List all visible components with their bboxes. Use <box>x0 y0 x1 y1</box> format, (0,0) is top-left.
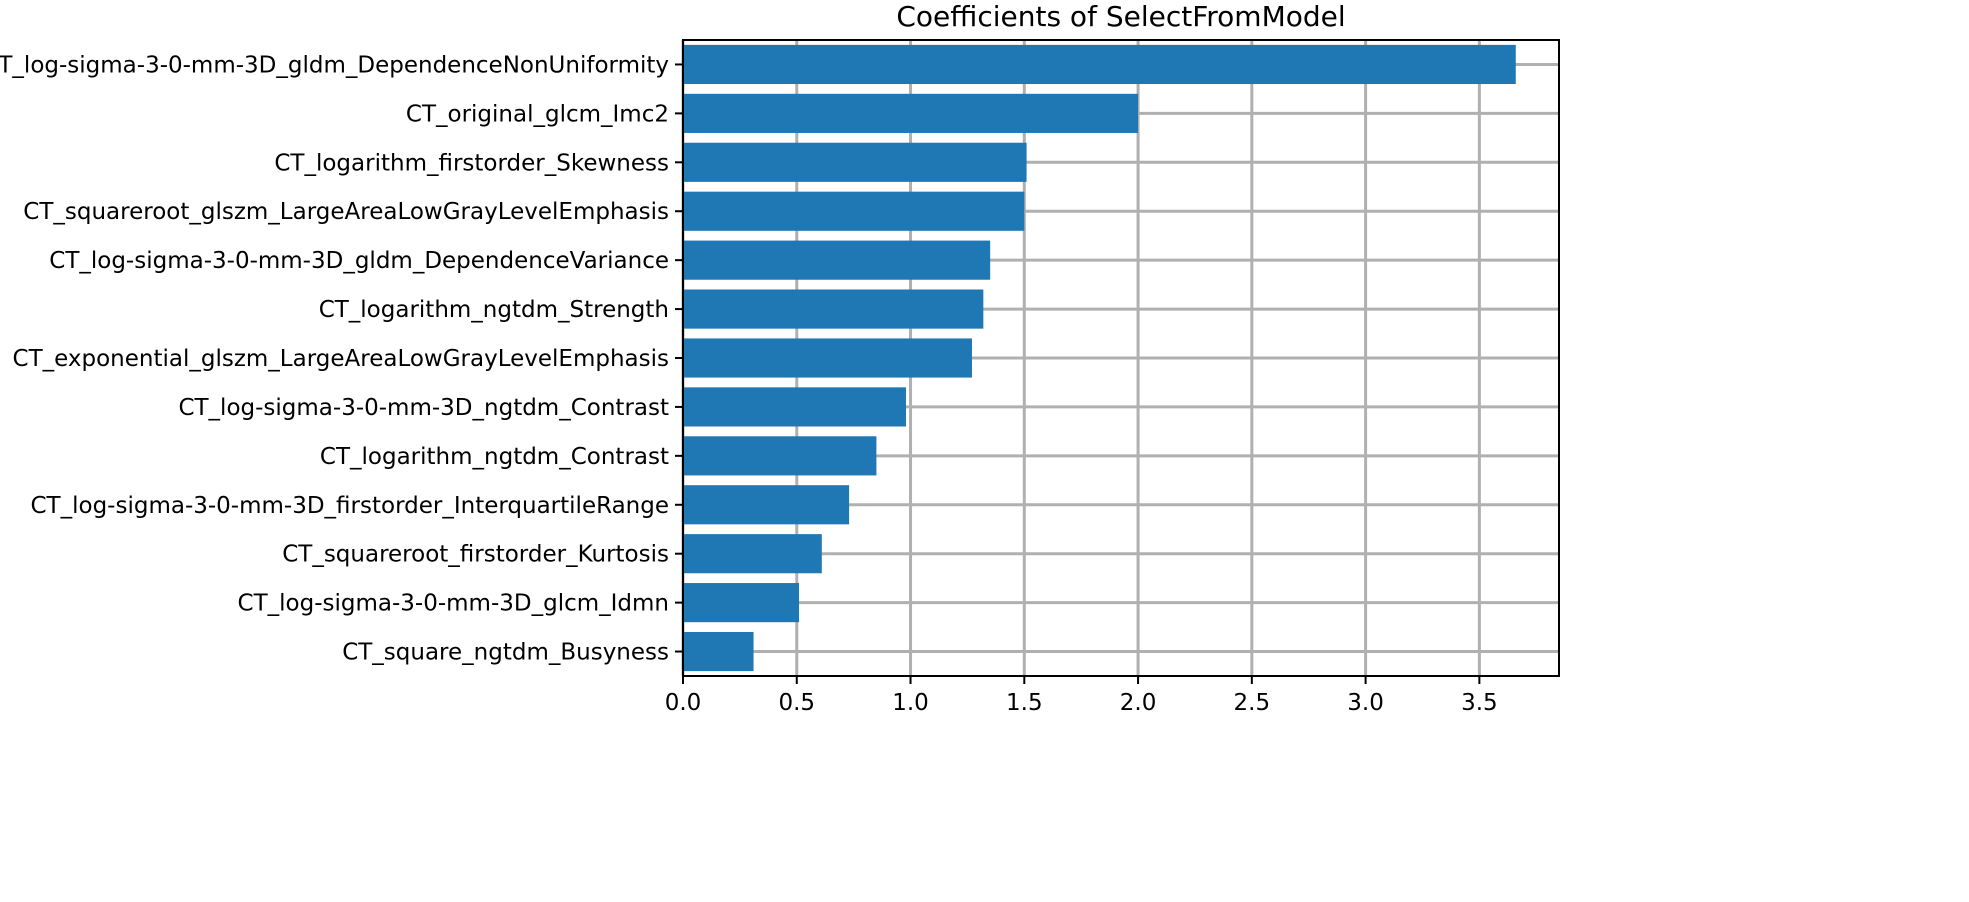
category-label: CT_squareroot_firstorder_Kurtosis <box>282 542 669 568</box>
chart-title: Coefficients of SelectFromModel <box>896 0 1345 33</box>
x-tick-label: 1.0 <box>892 690 929 716</box>
bar <box>683 387 906 427</box>
bar <box>683 338 972 378</box>
x-tick-label: 3.5 <box>1461 690 1498 716</box>
x-tick-label: 0.5 <box>778 690 815 716</box>
x-tick-label: 1.5 <box>1006 690 1043 716</box>
category-label: CT_log-sigma-3-0-mm-3D_ngtdm_Contrast <box>178 395 669 421</box>
bar <box>683 534 822 574</box>
category-label: CT_exponential_glszm_LargeAreaLowGrayLev… <box>13 346 669 372</box>
category-label: CT_squareroot_glszm_LargeAreaLowGrayLeve… <box>23 199 669 225</box>
category-label: CT_log-sigma-3-0-mm-3D_gldm_DependenceVa… <box>49 248 669 274</box>
category-label: CT_log-sigma-3-0-mm-3D_gldm_DependenceNo… <box>0 52 669 78</box>
bar <box>683 583 800 623</box>
category-label: CT_square_ngtdm_Busyness <box>342 640 669 666</box>
x-tick-label: 3.0 <box>1347 690 1384 716</box>
bar <box>683 240 991 280</box>
bar <box>683 191 1025 231</box>
x-tick-label: 2.5 <box>1234 690 1271 716</box>
x-tick-label: 2.0 <box>1120 690 1157 716</box>
plot-frame <box>682 39 1560 677</box>
bar <box>683 436 877 476</box>
category-label: CT_logarithm_ngtdm_Contrast <box>320 444 669 470</box>
bar <box>683 44 1516 85</box>
bar <box>683 142 1027 182</box>
category-label: CT_logarithm_ngtdm_Strength <box>319 297 669 323</box>
category-label: CT_log-sigma-3-0-mm-3D_firstorder_Interq… <box>31 493 670 519</box>
bars <box>683 44 1516 672</box>
category-label: CT_log-sigma-3-0-mm-3D_glcm_Idmn <box>238 591 669 617</box>
category-label: CT_logarithm_firstorder_Skewness <box>274 150 669 176</box>
bar <box>683 631 754 672</box>
x-tick-label: 0.0 <box>665 690 702 716</box>
bar <box>683 485 850 525</box>
bar <box>683 93 1139 133</box>
category-labels: CT_log-sigma-3-0-mm-3D_gldm_DependenceNo… <box>0 52 683 666</box>
category-label: CT_original_glcm_Imc2 <box>406 101 669 127</box>
x-axis-ticks: 0.0 0.5 1.0 1.5 2.0 2.5 3.0 3.5 <box>665 676 1498 716</box>
bar <box>683 289 984 329</box>
